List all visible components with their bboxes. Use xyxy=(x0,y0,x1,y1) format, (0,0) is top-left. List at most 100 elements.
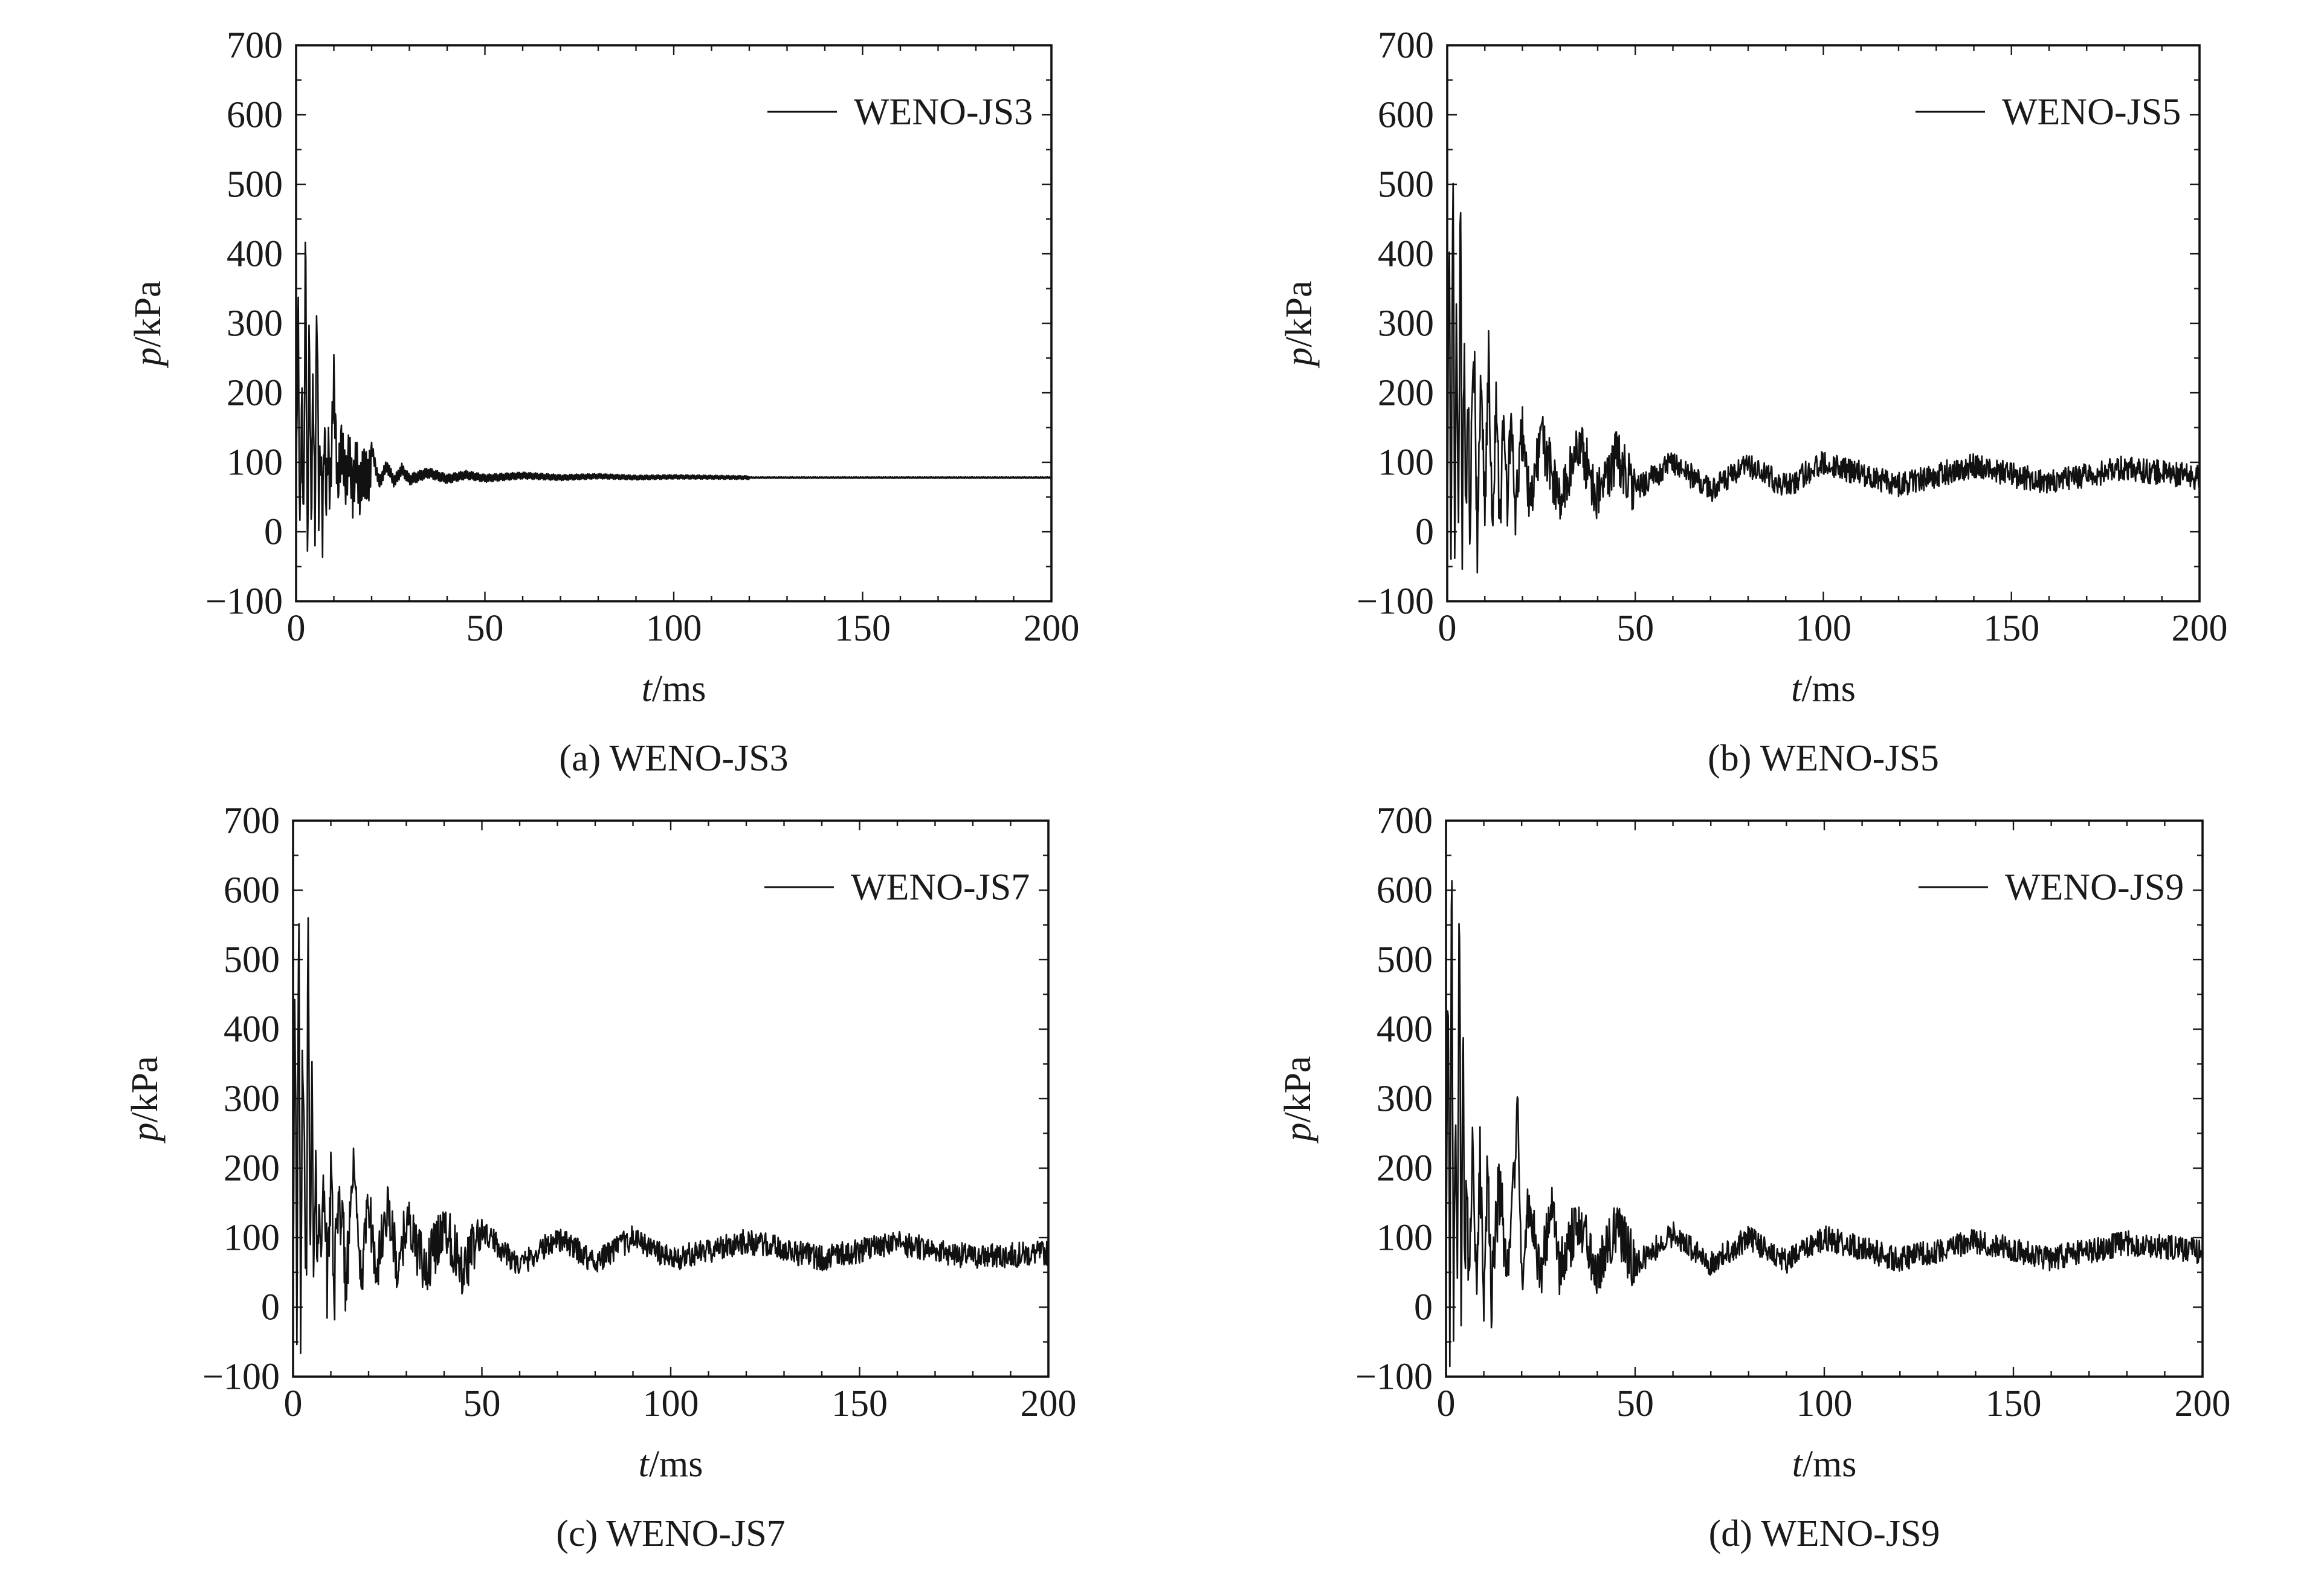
x-tick-label: 150 xyxy=(1983,608,2039,649)
y-axis-label-symbol: p xyxy=(127,347,169,369)
y-axis-label-unit: /kPa xyxy=(127,280,169,347)
x-tick-label: 0 xyxy=(1438,608,1457,649)
y-tick-label: 0 xyxy=(1415,511,1434,552)
x-tick-label: 200 xyxy=(2172,608,2228,649)
y-tick-label: 400 xyxy=(1378,233,1434,274)
y-tick-label: 700 xyxy=(227,25,283,66)
plot-frame xyxy=(295,44,1053,602)
y-tick-label: −100 xyxy=(202,1356,280,1397)
plot-frame xyxy=(1445,819,2204,1378)
y-tick-label: 400 xyxy=(1377,1009,1433,1050)
x-tick-label: 100 xyxy=(1796,1383,1853,1424)
y-tick-label: 200 xyxy=(224,1148,280,1189)
y-tick-label: 500 xyxy=(1377,939,1433,980)
y-tick-label: 600 xyxy=(227,94,283,135)
y-tick-label: −100 xyxy=(205,581,283,622)
x-tick-label: 150 xyxy=(1986,1383,2042,1424)
y-tick-label: 400 xyxy=(224,1009,280,1050)
plot-frame xyxy=(1446,44,2201,602)
panel-caption: (a) WENO-JS3 xyxy=(559,738,788,779)
x-tick-label: 50 xyxy=(463,1383,501,1424)
x-tick-label: 50 xyxy=(1616,1383,1654,1424)
y-tick-label: 100 xyxy=(1378,442,1434,483)
y-tick-label: 600 xyxy=(224,870,280,911)
legend-label: WENO-JS9 xyxy=(2005,867,2184,908)
y-axis-label-symbol: p xyxy=(1277,1123,1319,1144)
x-axis-label: t/ms xyxy=(639,1444,703,1485)
y-tick-label: 200 xyxy=(1377,1148,1433,1189)
x-tick-label: 150 xyxy=(834,608,891,649)
y-tick-label: −100 xyxy=(1357,581,1434,622)
y-tick-label: 700 xyxy=(1378,25,1434,66)
y-tick-label: 0 xyxy=(261,1287,280,1328)
x-tick-label: 200 xyxy=(2175,1383,2231,1424)
y-tick-label: 200 xyxy=(227,372,283,413)
y-tick-label: 300 xyxy=(1377,1078,1433,1119)
x-axis-label-symbol: t xyxy=(1792,1444,1804,1485)
legend-label: WENO-JS5 xyxy=(2002,91,2181,132)
x-tick-label: 100 xyxy=(646,608,702,649)
series-line xyxy=(292,917,1049,1354)
x-axis-label-symbol: t xyxy=(1791,668,1803,709)
legend: WENO-JS7 xyxy=(764,867,1030,908)
y-tick-label: 700 xyxy=(1377,800,1433,841)
y-axis-label-symbol: p xyxy=(124,1123,166,1144)
y-axis-label: p/kPa xyxy=(124,1056,166,1143)
x-tick-label: 50 xyxy=(466,608,504,649)
y-axis-label-unit: /kPa xyxy=(1279,280,1320,347)
y-tick-label: 100 xyxy=(1377,1217,1433,1258)
y-tick-label: 600 xyxy=(1377,870,1433,911)
y-axis-label: p/kPa xyxy=(1279,280,1320,368)
x-tick-label: 100 xyxy=(1795,608,1851,649)
y-tick-label: 600 xyxy=(1378,94,1434,135)
y-tick-label: 500 xyxy=(1378,164,1434,205)
x-tick-label: 0 xyxy=(284,1383,303,1424)
y-tick-label: 300 xyxy=(224,1078,280,1119)
y-tick-label: 0 xyxy=(264,511,283,552)
legend: WENO-JS9 xyxy=(1919,867,2184,908)
x-axis-label: t/ms xyxy=(1792,1444,1857,1485)
x-tick-label: 0 xyxy=(1437,1383,1456,1424)
y-tick-label: 200 xyxy=(1378,372,1434,413)
legend: WENO-JS5 xyxy=(1916,91,2181,132)
x-axis-label-unit: /ms xyxy=(1801,668,1856,709)
x-axis-label-unit: /ms xyxy=(652,668,706,709)
x-tick-label: 0 xyxy=(287,608,306,649)
y-tick-label: 0 xyxy=(1414,1287,1433,1328)
x-tick-label: 100 xyxy=(643,1383,699,1424)
y-axis-label-unit: /kPa xyxy=(1277,1056,1319,1122)
x-tick-label: 150 xyxy=(831,1383,888,1424)
x-axis-label: t/ms xyxy=(642,668,706,709)
series-line xyxy=(295,241,1052,558)
x-tick-label: 200 xyxy=(1024,608,1080,649)
x-axis-label-symbol: t xyxy=(639,1444,650,1485)
x-axis-label-symbol: t xyxy=(642,668,653,709)
x-tick-label: 50 xyxy=(1616,608,1654,649)
panel-caption: (b) WENO-JS5 xyxy=(1708,738,1939,779)
y-tick-label: 300 xyxy=(227,303,283,344)
y-axis-label-unit: /kPa xyxy=(124,1056,166,1122)
y-tick-label: 700 xyxy=(224,800,280,841)
legend-label: WENO-JS7 xyxy=(851,867,1030,908)
x-tick-label: 200 xyxy=(1021,1383,1077,1424)
y-tick-label: 400 xyxy=(227,233,283,274)
panel-caption: (c) WENO-JS7 xyxy=(556,1513,785,1554)
series-line xyxy=(1446,183,2201,573)
x-axis-label: t/ms xyxy=(1791,668,1856,709)
y-axis-label: p/kPa xyxy=(127,280,169,368)
x-axis-label-unit: /ms xyxy=(1803,1444,1857,1485)
y-tick-label: 100 xyxy=(224,1217,280,1258)
legend-label: WENO-JS3 xyxy=(854,91,1033,132)
y-tick-label: 300 xyxy=(1378,303,1434,344)
y-axis-label-symbol: p xyxy=(1279,347,1320,369)
x-axis-label-unit: /ms xyxy=(649,1444,703,1485)
legend: WENO-JS3 xyxy=(767,91,1033,132)
y-tick-label: −100 xyxy=(1355,1356,1433,1397)
y-tick-label: 500 xyxy=(224,939,280,980)
y-axis-label: p/kPa xyxy=(1277,1056,1319,1143)
